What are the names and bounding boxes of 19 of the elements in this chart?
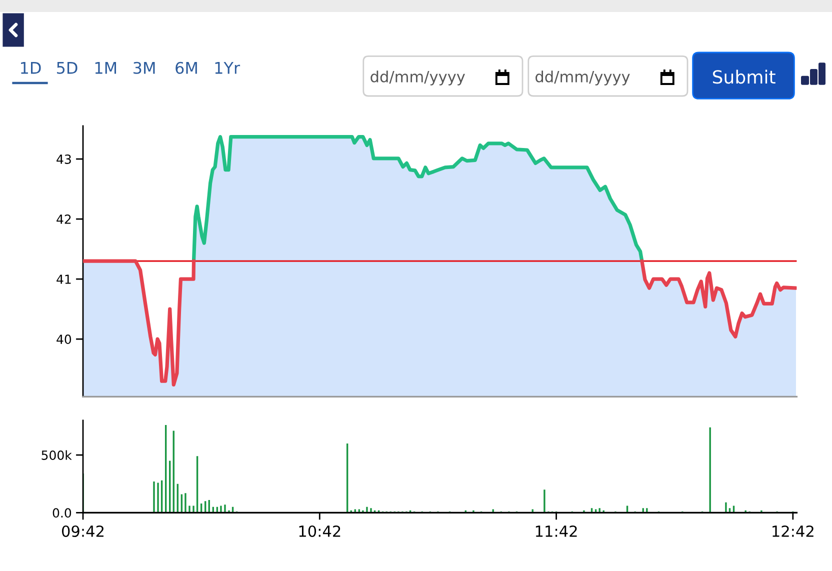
text: Submit xyxy=(712,70,776,84)
text: 6M xyxy=(176,62,197,74)
text: dd/mm/yyyy xyxy=(536,70,630,86)
x-tick-label: 12:42 xyxy=(772,525,814,537)
text: 1M xyxy=(95,62,116,74)
y-tick-label: 43 xyxy=(56,154,71,164)
y-tick-label: 500k xyxy=(42,450,72,460)
x-tick-label: 09:42 xyxy=(62,525,104,538)
text: 5D xyxy=(57,62,78,74)
y-tick-label: 40 xyxy=(56,334,72,344)
y-tick-label: 41 xyxy=(56,274,71,284)
y-tick-label: 0.0 xyxy=(52,508,72,518)
x-tick-label: 10:42 xyxy=(299,525,340,538)
y-tick-label: 42 xyxy=(56,214,71,224)
text: 1D xyxy=(21,62,41,74)
text: dd/mm/yyyy xyxy=(370,70,465,86)
text: 1Yr xyxy=(215,62,240,74)
text: 3M xyxy=(134,62,155,74)
x-tick-label: 11:42 xyxy=(536,525,577,537)
